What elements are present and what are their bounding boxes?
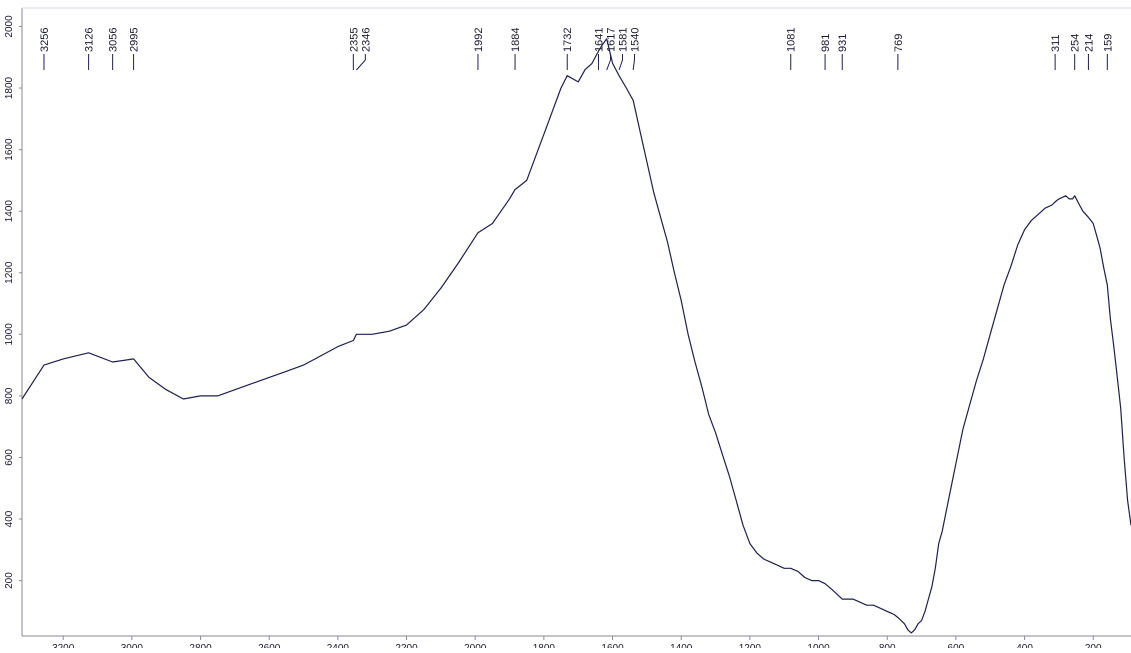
peak-label: 1732 [562,28,574,52]
x-tick-label: 1600 [601,643,624,648]
x-tick-label: 2000 [464,643,487,648]
y-tick-label: 600 [4,449,15,466]
x-tick-label: 3200 [52,643,75,648]
peak-label: 1641 [593,28,605,52]
x-tick-label: 3000 [121,643,144,648]
peak-label-layer: 3256 3126 3056 2995 2355 2346 1992 1884 1732 1641… [39,28,1114,71]
peak-label: 2995 [129,28,141,52]
peak-label: 159 [1102,34,1114,52]
peak-leader-line [356,59,366,71]
peak-label: 1992 [473,28,485,52]
peak-label: 2346 [360,28,372,52]
x-tick-label: 1800 [533,643,556,648]
peak-label: 981 [820,34,832,52]
y-tick-label: 400 [4,510,15,527]
x-tick-label: 2800 [189,643,212,648]
peak-label: 254 [1070,34,1082,52]
axes-layer [21,7,1131,637]
peak-label: 1081 [786,28,798,52]
y-tick-layer: 200 400 600 800 1000 1200 1400 1600 1800 2000 [4,15,22,589]
y-tick-label: 1800 [4,76,15,99]
peak-leader-line [632,59,635,71]
y-tick-label: 1200 [4,261,15,284]
peak-label: 769 [893,34,905,52]
x-tick-label: 1400 [670,643,693,648]
y-tick-label: 1600 [4,138,15,161]
x-tick-label: 600 [948,643,965,648]
y-tick-label: 1000 [4,323,15,346]
x-tick-label: 800 [879,643,896,648]
peak-label: 1540 [629,28,641,52]
x-tick-label: 200 [1085,643,1102,648]
peak-label: 2355 [348,28,360,52]
series-layer [21,38,1131,634]
x-tick-label: 2600 [258,643,281,648]
peak-label: 3056 [108,28,120,52]
y-tick-label: 200 [4,572,15,589]
x-tick-label: 1200 [739,643,762,648]
peak-leader-line [606,59,611,71]
peak-leader-line [618,59,623,71]
peak-label: 1884 [510,28,522,52]
peak-label: 214 [1083,34,1095,52]
peak-label: 931 [837,34,849,52]
y-tick-label: 2000 [4,15,15,38]
x-tick-label: 2200 [395,643,418,648]
x-tick-label: 1000 [807,643,830,648]
peak-label: 3126 [84,28,96,52]
x-tick-layer: 3200 3000 2800 2600 2400 2200 2000 1800 1600 1400… [52,636,1102,653]
peak-label: 311 [1050,34,1062,52]
y-tick-label: 1400 [4,200,15,223]
peak-label: 1581 [617,28,629,52]
y-tick-label: 800 [4,387,15,404]
peak-label: 3256 [39,28,51,52]
x-tick-label: 400 [1016,643,1033,648]
spectrum-line [21,38,1131,634]
x-tick-label: 2400 [327,643,350,648]
